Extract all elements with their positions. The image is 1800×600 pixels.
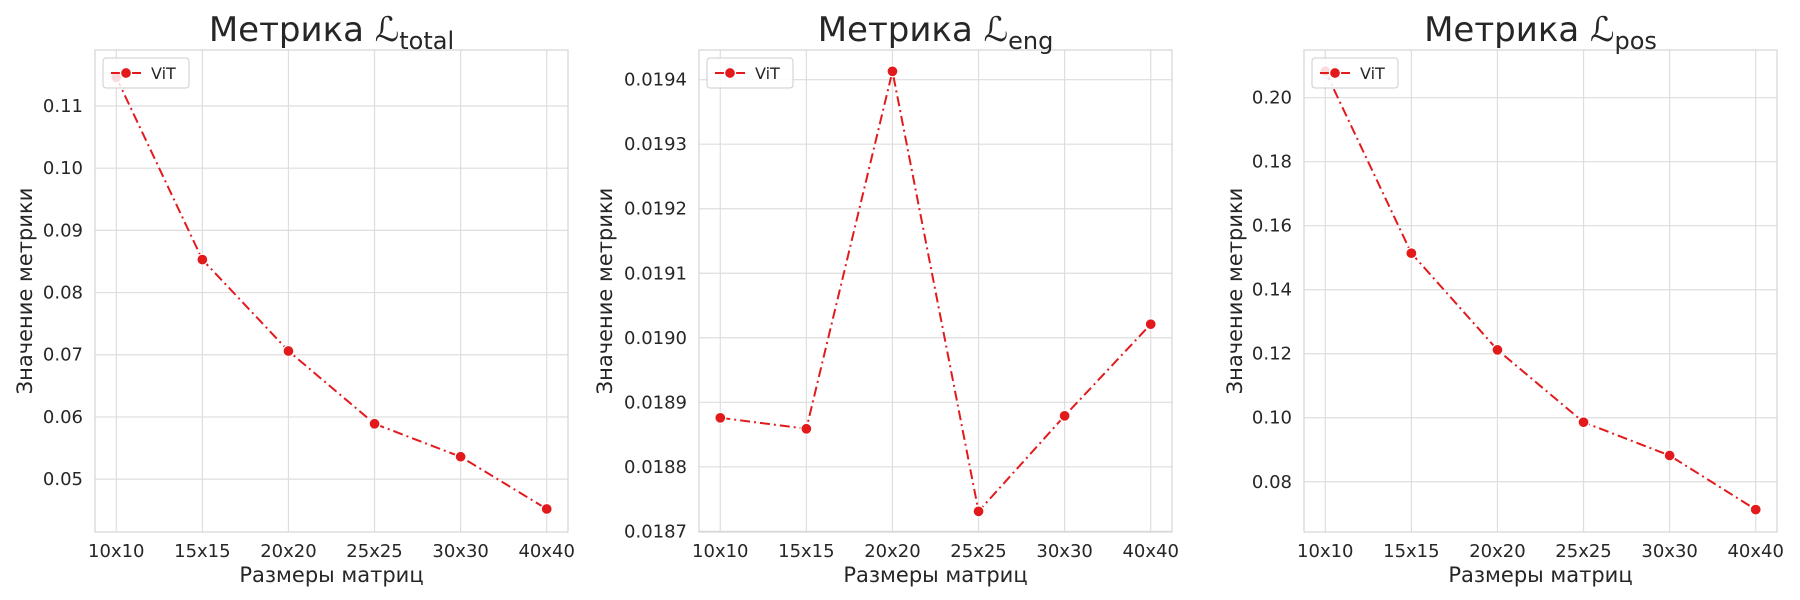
data-point — [972, 505, 985, 518]
data-point — [540, 502, 553, 516]
data-point — [1577, 416, 1590, 429]
y-tick-label: 0.0189 — [624, 392, 687, 413]
x-tick-label: 40x40 — [1727, 541, 1783, 562]
plot-area — [699, 50, 1172, 532]
chart-title: Метрика ℒtotal — [209, 10, 454, 55]
y-tick-label: 0.07 — [43, 345, 83, 366]
x-tick-label: 20x20 — [260, 541, 316, 562]
y-tick-label: 0.0191 — [624, 263, 687, 284]
legend-box — [102, 57, 190, 89]
legend-box — [706, 57, 794, 89]
y-tick-label: 0.0190 — [624, 328, 687, 349]
chart-title-subscript: total — [399, 27, 454, 55]
chart-title: Метрика ℒpos — [1424, 10, 1657, 55]
chart-title-subscript: pos — [1614, 27, 1656, 55]
legend-label: ViT — [151, 64, 176, 83]
y-tick-label: 0.10 — [1252, 408, 1292, 429]
y-axis-label: Значение метрики — [13, 188, 37, 395]
legend-marker — [1328, 66, 1342, 80]
data-point — [368, 417, 381, 430]
x-tick-label: 30x30 — [432, 541, 488, 562]
data-point — [282, 344, 295, 358]
y-tick-label: 0.08 — [43, 283, 83, 304]
x-tick-label: 30x30 — [1641, 541, 1697, 562]
x-axis-label: Размеры матриц — [239, 563, 423, 587]
x-tick-label: 15x15 — [174, 541, 230, 562]
x-tick-label: 40x40 — [518, 541, 574, 562]
x-tick-label: 40x40 — [1122, 541, 1178, 562]
x-tick-label: 25x25 — [346, 541, 402, 562]
x-tick-label: 15x15 — [1383, 541, 1439, 562]
y-tick-label: 0.11 — [43, 96, 83, 117]
x-tick-label: 25x25 — [950, 541, 1006, 562]
x-axis-label: Размеры матриц — [843, 563, 1027, 587]
chart-title-subscript: eng — [1008, 27, 1053, 55]
y-axis-label: Значение метрики — [1223, 188, 1247, 395]
y-tick-label: 0.20 — [1252, 88, 1292, 109]
plot-area — [95, 50, 568, 532]
data-point — [1749, 503, 1762, 516]
chart-panel-2: 0.0187 0.0188 0.0189 0.0190 0.0191 0.0192 0.01… — [593, 10, 1179, 587]
x-axis-label: Размеры матриц — [1448, 563, 1632, 587]
series-line-vit — [1324, 70, 1757, 511]
x-tick-label: 10x10 — [692, 541, 748, 562]
data-point — [454, 450, 467, 463]
chart-panel-1: 0.05 0.06 0.07 0.08 0.09 0.10 0.11 10x10 15x15 20… — [13, 10, 575, 587]
data-point — [1491, 343, 1504, 357]
data-point — [886, 65, 899, 78]
data-point — [1058, 409, 1071, 423]
y-tick-label: 0.12 — [1252, 344, 1292, 365]
legend-marker — [723, 66, 737, 80]
y-axis-label: Значение метрики — [593, 188, 617, 395]
data-point — [1663, 449, 1676, 462]
x-tick-label: 30x30 — [1036, 541, 1092, 562]
chart-title: Метрика ℒeng — [818, 10, 1054, 55]
chart-panel-3: 0.08 0.10 0.12 0.14 0.16 0.18 0.20 10x10 15x15 20… — [1223, 10, 1784, 587]
legend-label: ViT — [755, 64, 780, 83]
y-tick-label: 0.10 — [43, 158, 83, 179]
y-tick-label: 0.14 — [1252, 280, 1292, 301]
legend-label: ViT — [1360, 64, 1385, 83]
y-tick-label: 0.09 — [43, 220, 83, 241]
y-tick-label: 0.16 — [1252, 216, 1292, 237]
axes-frame — [698, 49, 1173, 533]
y-tick-label: 0.0187 — [624, 521, 687, 542]
y-tick-label: 0.0193 — [624, 134, 687, 155]
data-point — [196, 253, 209, 266]
axes-frame — [94, 49, 569, 533]
y-tick-label: 0.0192 — [624, 199, 687, 220]
plot-area — [1304, 50, 1777, 532]
axes-frame — [1303, 49, 1778, 533]
x-tick-label: 10x10 — [1297, 541, 1353, 562]
y-tick-label: 0.08 — [1252, 472, 1292, 493]
x-tick-label: 15x15 — [778, 541, 834, 562]
data-point — [1405, 247, 1418, 260]
x-tick-label: 20x20 — [1469, 541, 1525, 562]
y-tick-label: 0.0194 — [624, 70, 687, 91]
y-tick-label: 0.05 — [43, 469, 83, 490]
legend-box — [1311, 57, 1399, 89]
y-tick-label: 0.0188 — [624, 457, 687, 478]
data-point — [1144, 318, 1157, 331]
x-tick-label: 20x20 — [864, 541, 920, 562]
legend-marker — [119, 66, 133, 80]
data-point — [800, 422, 813, 435]
x-tick-label: 10x10 — [88, 541, 144, 562]
series-line-vit — [115, 76, 548, 510]
x-tick-label: 25x25 — [1555, 541, 1611, 562]
y-tick-label: 0.06 — [43, 407, 83, 428]
y-tick-label: 0.18 — [1252, 152, 1292, 173]
data-point — [714, 411, 727, 424]
